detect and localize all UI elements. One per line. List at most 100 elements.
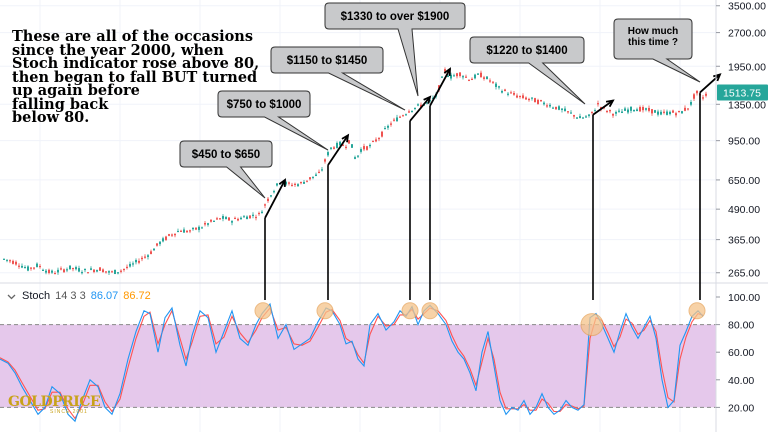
candle xyxy=(666,111,668,115)
candle xyxy=(633,109,635,112)
arrow-head xyxy=(605,99,615,108)
candle xyxy=(309,177,311,180)
candle xyxy=(525,97,527,100)
arrow-head xyxy=(443,67,451,76)
stoch-highlight-circle xyxy=(401,302,419,320)
candle xyxy=(483,77,485,79)
candle xyxy=(150,251,152,254)
candle xyxy=(570,112,572,114)
candle xyxy=(540,100,542,102)
candle xyxy=(693,94,695,99)
candle xyxy=(417,104,419,106)
candle xyxy=(87,272,89,274)
callout-bubble xyxy=(613,18,701,83)
candle xyxy=(390,123,392,125)
candle xyxy=(588,114,590,116)
candle xyxy=(657,111,659,115)
candle xyxy=(498,86,500,88)
candle xyxy=(108,271,110,273)
candle xyxy=(249,215,251,219)
candle xyxy=(294,183,296,186)
candle xyxy=(576,117,578,119)
arrow-head xyxy=(423,95,432,104)
stoch-k-value: 86.07 xyxy=(90,290,119,302)
price-tick-label: 265.00 xyxy=(728,268,760,280)
candle xyxy=(501,90,503,93)
candle xyxy=(357,155,359,157)
candle xyxy=(678,110,680,113)
candle xyxy=(480,72,482,78)
candle xyxy=(60,268,62,270)
candle xyxy=(687,108,689,110)
trend-arrow xyxy=(409,96,431,122)
stoch-highlight-circle xyxy=(688,302,706,320)
candle xyxy=(81,272,83,274)
candle xyxy=(348,140,350,144)
logo-wordmark: GOLDPRICE xyxy=(8,394,101,410)
candle xyxy=(627,109,629,113)
candle xyxy=(513,92,515,95)
candle xyxy=(528,98,530,101)
arrow-head xyxy=(278,178,286,187)
callout-bubble xyxy=(217,90,329,151)
trend-arrow xyxy=(592,99,614,116)
candle xyxy=(456,73,458,77)
candle xyxy=(393,119,395,121)
price-tick-label: 1350.00 xyxy=(728,99,766,111)
candle xyxy=(291,184,293,187)
candle xyxy=(72,267,74,270)
candle xyxy=(477,73,479,75)
candle xyxy=(15,261,17,265)
candle xyxy=(135,259,137,263)
candle xyxy=(546,105,548,107)
candle xyxy=(147,255,149,257)
stoch-legend: Stoch 14 3 3 86.07 86.72 xyxy=(6,288,151,304)
stoch-highlight-circle xyxy=(421,302,439,320)
last-price-tag xyxy=(717,84,768,101)
candle xyxy=(306,180,308,182)
candle xyxy=(159,241,161,245)
last-price-label: 1513.75 xyxy=(723,87,761,99)
candle xyxy=(336,142,338,148)
candle xyxy=(270,195,272,197)
candle xyxy=(132,263,134,265)
candle xyxy=(696,90,698,94)
candle xyxy=(531,97,533,99)
candle xyxy=(414,107,416,109)
candle xyxy=(303,181,305,184)
candle xyxy=(120,270,122,272)
candle xyxy=(582,117,584,119)
candle xyxy=(681,111,683,114)
candle xyxy=(432,97,434,100)
candle xyxy=(192,228,194,230)
candle xyxy=(651,109,653,114)
stoch-highlight-circle xyxy=(580,313,604,337)
candle xyxy=(315,174,317,176)
chevron-down-icon[interactable] xyxy=(6,291,17,302)
candle xyxy=(9,260,11,262)
candle xyxy=(33,267,35,269)
candle xyxy=(18,265,20,267)
candle xyxy=(594,110,596,112)
candle xyxy=(252,214,254,216)
stoch-params: 14 3 3 xyxy=(55,290,86,302)
candle xyxy=(57,269,59,273)
callout-label: $750 to $1000 xyxy=(227,99,302,111)
candle xyxy=(225,217,227,220)
candle xyxy=(165,236,167,240)
candle xyxy=(579,116,581,119)
candle xyxy=(510,92,512,94)
stoch-tick-label: 60.00 xyxy=(728,347,754,359)
candle xyxy=(144,256,146,258)
candle xyxy=(516,95,518,98)
callout-label: How much xyxy=(628,26,679,37)
candle xyxy=(654,110,656,113)
candle xyxy=(405,114,407,116)
candle xyxy=(597,103,599,105)
candle xyxy=(549,104,551,107)
candle xyxy=(330,147,332,149)
candle xyxy=(342,144,344,146)
candle xyxy=(90,268,92,270)
candle xyxy=(555,106,557,110)
candle xyxy=(183,229,185,233)
